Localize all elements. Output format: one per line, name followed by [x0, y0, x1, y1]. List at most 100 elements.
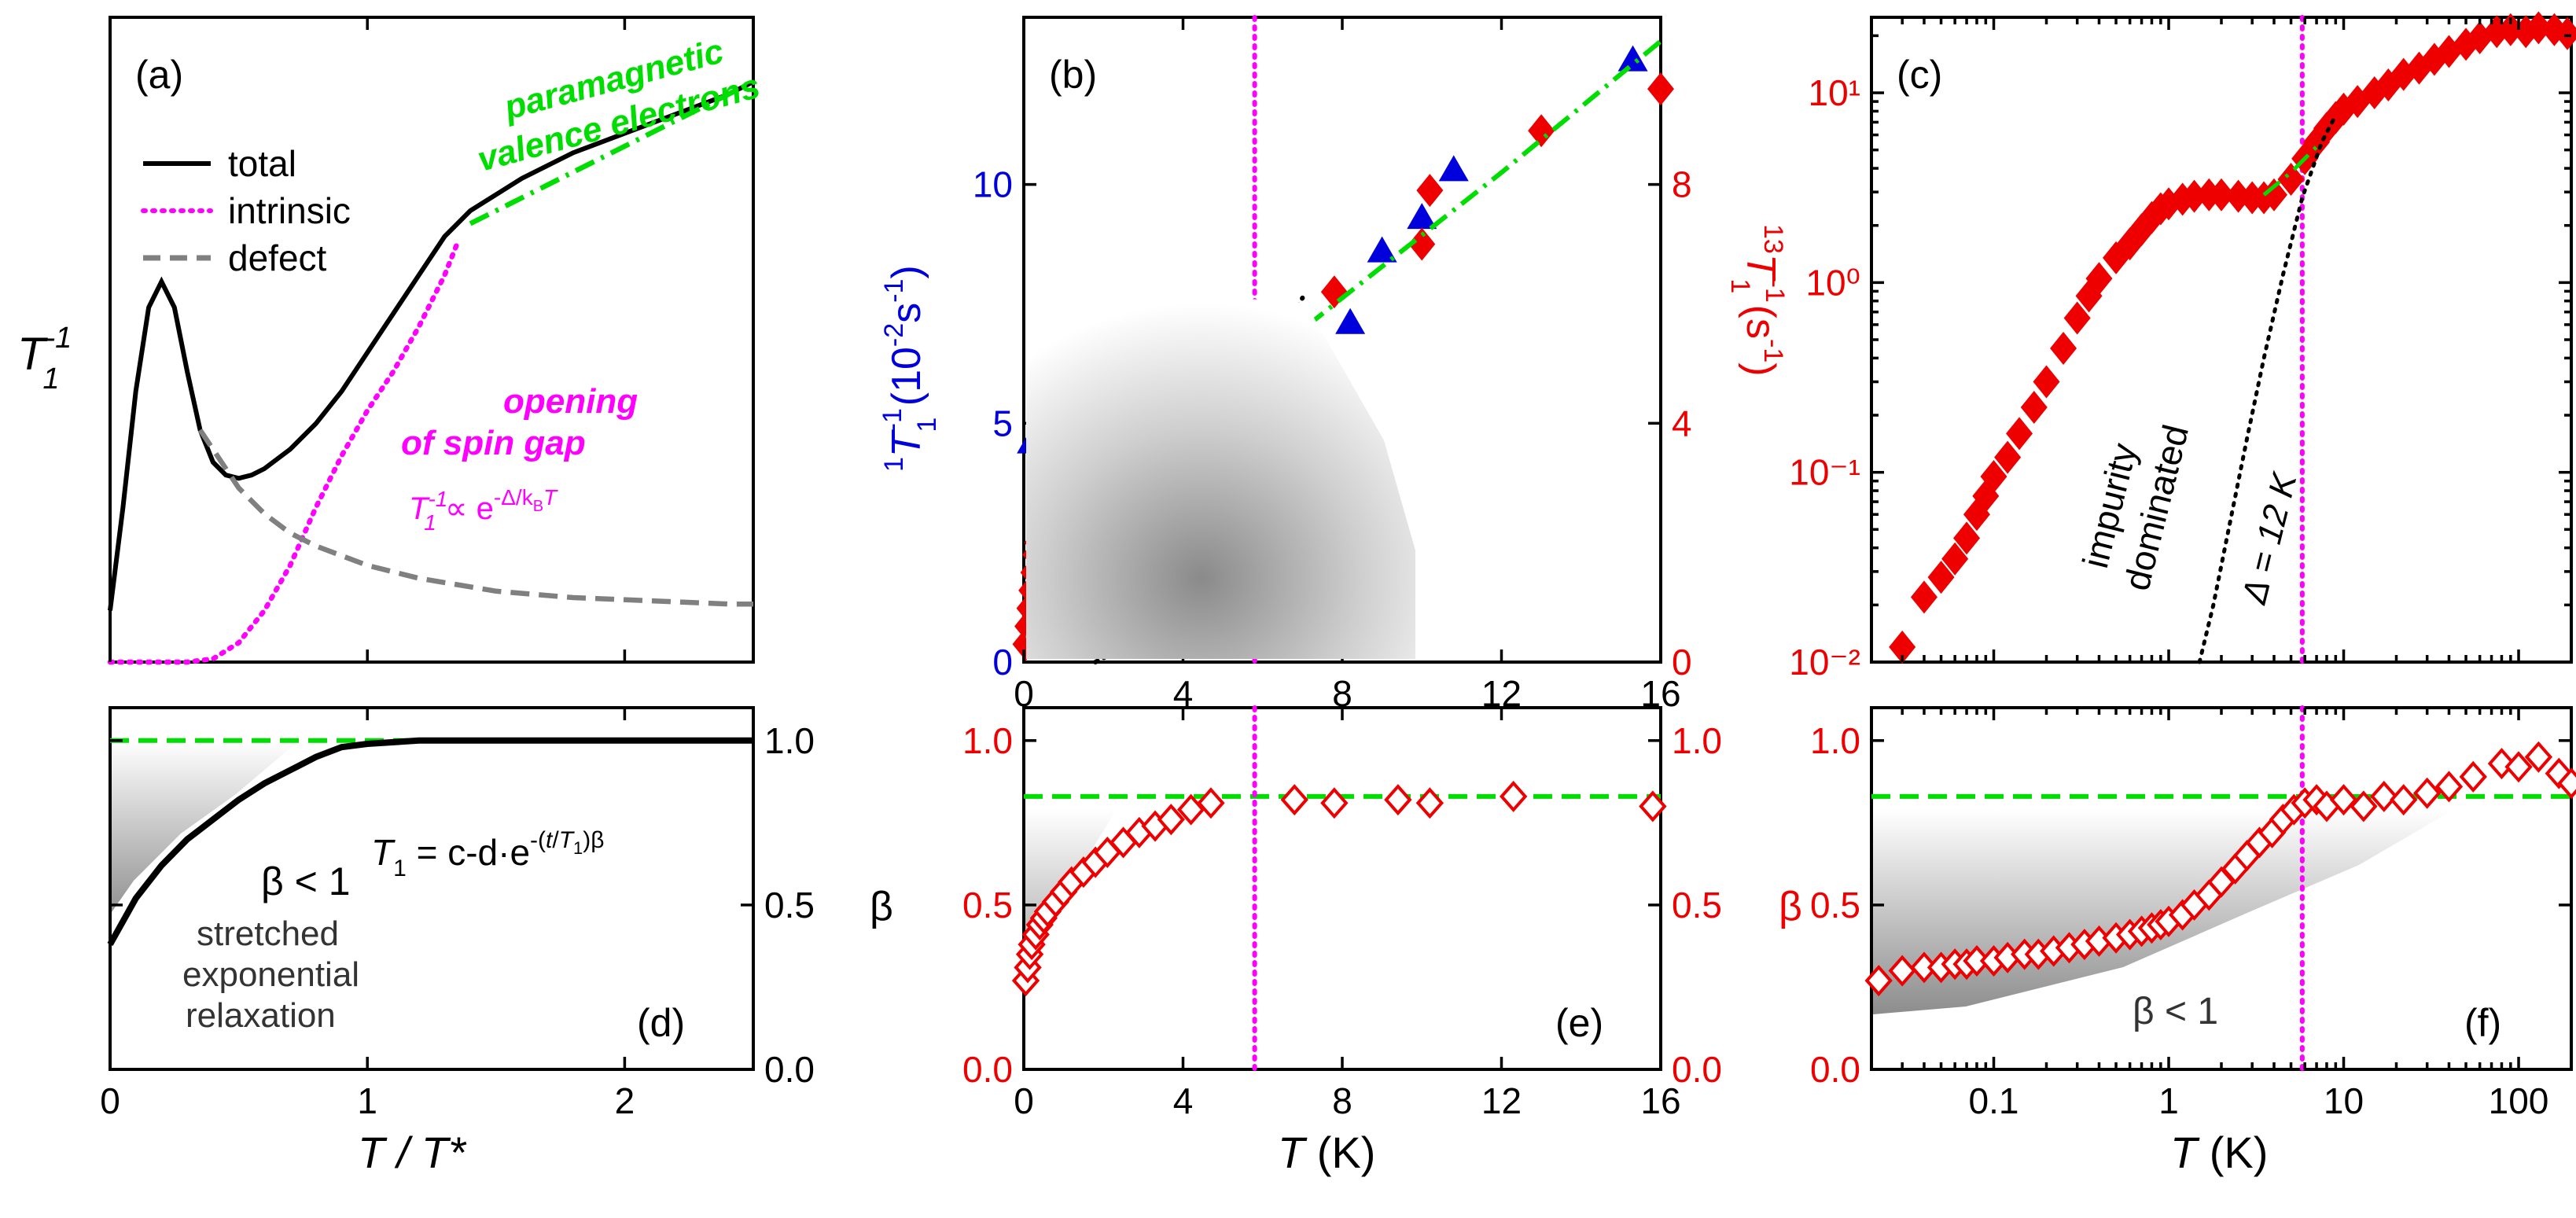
panel-c-red-point: [2525, 11, 2552, 45]
panel-f-xtick-label: 10: [2324, 1080, 2364, 1121]
gap-annotation-line1: opening: [503, 382, 638, 421]
panel-e-ytick-label-left: 0.5: [962, 885, 1013, 925]
panel-c-red-point: [2020, 391, 2048, 425]
panel-a-label: (a): [135, 53, 183, 97]
panel-b-ytick-label-left: 0: [992, 642, 1013, 683]
panel-c-label: (c): [1897, 53, 1942, 97]
panel-e-ytick-label-left: 0.0: [962, 1049, 1013, 1090]
legend-label-total: total: [228, 143, 296, 184]
panel-b-ytick-label-right: 4: [1672, 403, 1692, 443]
panel-e-ytick-label-right: 0.5: [1672, 885, 1722, 925]
paramagnetic-annotation: paramagnetic valence electrons: [473, 31, 764, 178]
panel-b-label: (b): [1049, 53, 1097, 97]
panel-c-red-point: [1994, 440, 2022, 474]
panel-d-ytick-label: 1.0: [764, 720, 815, 761]
formula-d: T1 = c-d·e-(t/T1)β: [371, 827, 605, 881]
panel-c-red-point: [1889, 630, 1916, 664]
panel-c-plot: 10⁻² 10⁻¹ 10⁰ 10¹: [1789, 11, 2576, 683]
panel-a-ylabel: T-1 1: [17, 322, 69, 396]
panel-c-frame: [1870, 16, 2573, 664]
panel-e-ytick-label-right: 0.0: [1672, 1049, 1722, 1090]
panel-b-blue-point: [1617, 45, 1648, 72]
panel-f-red-point: [2459, 760, 2487, 793]
panel-f-ytick-label: 0.5: [1810, 885, 1860, 925]
panel-d-beta-curve: [107, 737, 753, 947]
panel-b-ytick-label-right: 0: [1672, 642, 1692, 683]
panel-e-xlabel: T (K): [1278, 1128, 1375, 1177]
panel-c-red-point: [2050, 332, 2077, 366]
panel-b-red-point: [1647, 72, 1674, 106]
panel-c-red-point: [2541, 13, 2568, 46]
panel-b-ylabel-left: 1T-1 1 (10-2s-1): [878, 265, 942, 472]
panel-b-blue-point: [1407, 203, 1437, 230]
panel-f-red-point: [1864, 965, 1893, 997]
panel-c-red-point: [2006, 417, 2033, 451]
panel-a-curve-0: [108, 79, 755, 611]
panel-a-plot: [107, 17, 755, 665]
panel-f-red-point: [2350, 790, 2378, 822]
panel-f-xtick-label: 1: [2158, 1080, 2179, 1121]
panel-f-red-point: [2524, 741, 2553, 773]
panel-d-xtick-label: 0: [100, 1080, 120, 1121]
panel-b-ytick-label-left: 10: [973, 164, 1013, 205]
beta-less-one-f: β < 1: [2133, 991, 2218, 1032]
panel-c-red-point: [1941, 542, 1969, 576]
panel-e-xtick-label: 8: [1332, 1080, 1352, 1121]
panel-e-ytick-label-right: 1.0: [1672, 720, 1722, 761]
panel-c-red-point: [2063, 301, 2091, 335]
panel-f-red-point: [2370, 780, 2398, 812]
panel-a-curve-2: [197, 428, 753, 607]
panel-a-curve-3: [469, 79, 755, 226]
panel-f-red-point: [2434, 771, 2464, 803]
panel-b-ytick-label-right: 8: [1672, 164, 1692, 205]
panel-d-ytick-label: 0.0: [764, 1049, 815, 1090]
panel-c-red-point: [2085, 262, 2113, 296]
panel-e-red-point: [1500, 780, 1528, 812]
panel-b-ytick-label-left: 5: [992, 403, 1013, 443]
panel-d-beta-label: β: [870, 884, 893, 929]
panel-e-red-point: [1176, 793, 1205, 826]
panel-f-red-point: [2390, 784, 2418, 816]
impurity-annotation: impurity dominated: [2074, 421, 2196, 594]
panel-e: 0 4 8 12 160.0 0.00.5 0.51.0 1.0 (e) β T (K): [962, 705, 1802, 1177]
panel-f-red-point: [2413, 777, 2442, 809]
panel-f-xtick-label: 0.1: [1969, 1080, 2019, 1121]
panel-c-red-point: [1927, 561, 1955, 594]
panel-e-xtick-label: 12: [1481, 1080, 1522, 1121]
panel-c-ytick-label: 10⁻¹: [1789, 452, 1860, 493]
panel-d-shaded-region: [112, 741, 299, 912]
panel-c-red-point: [2208, 178, 2235, 212]
panel-e-plot: 0 4 8 12 160.0 0.00.5 0.51.0 1.0: [962, 705, 1722, 1121]
panel-c-red-point: [2260, 178, 2287, 212]
panel-c-ytick-label: 10⁻²: [1789, 642, 1860, 683]
panel-f-label: (f): [2464, 1001, 2501, 1045]
panel-a-curve-1: [107, 240, 460, 665]
panel-f-ytick-label: 0.0: [1810, 1049, 1860, 1090]
beta-less-one-d: β < 1: [261, 859, 351, 903]
panel-a: (a) total intrinsic defect paramagnetic …: [17, 16, 764, 665]
panel-f-ytick-label: 1.0: [1810, 720, 1860, 761]
panel-b-blue-point: [1335, 307, 1366, 334]
panel-f-red-point: [2545, 757, 2573, 789]
stretched-line2: exponential: [182, 955, 359, 994]
panel-c-ytick-label: 10⁰: [1805, 262, 1860, 303]
stretched-line1: stretched: [197, 914, 339, 953]
panel-e-beta-label: β: [1779, 884, 1802, 929]
panel-c-fit-1: [2197, 113, 2338, 664]
panel-c-red-point: [1953, 521, 1981, 555]
panel-d-xlabel: T / T*: [358, 1128, 467, 1177]
panel-e-xtick-label: 0: [1014, 1080, 1034, 1121]
panel-e-xtick-label: 4: [1173, 1080, 1194, 1121]
panel-d-ytick-label: 0.5: [764, 885, 815, 925]
panel-e-red-point: [1197, 787, 1225, 819]
panel-f-red-point: [1888, 955, 1916, 987]
panel-f-red-point: [2487, 748, 2516, 780]
legend-label-defect: defect: [228, 237, 327, 278]
panel-f-red-point: [2557, 767, 2576, 800]
panel-c-red-point: [1980, 460, 2007, 494]
panel-f-red-point: [2504, 751, 2533, 783]
panel-e-red-point: [1415, 787, 1444, 819]
panel-e-red-point: [1280, 784, 1308, 816]
panel-e-xtick-label: 16: [1640, 1080, 1680, 1121]
